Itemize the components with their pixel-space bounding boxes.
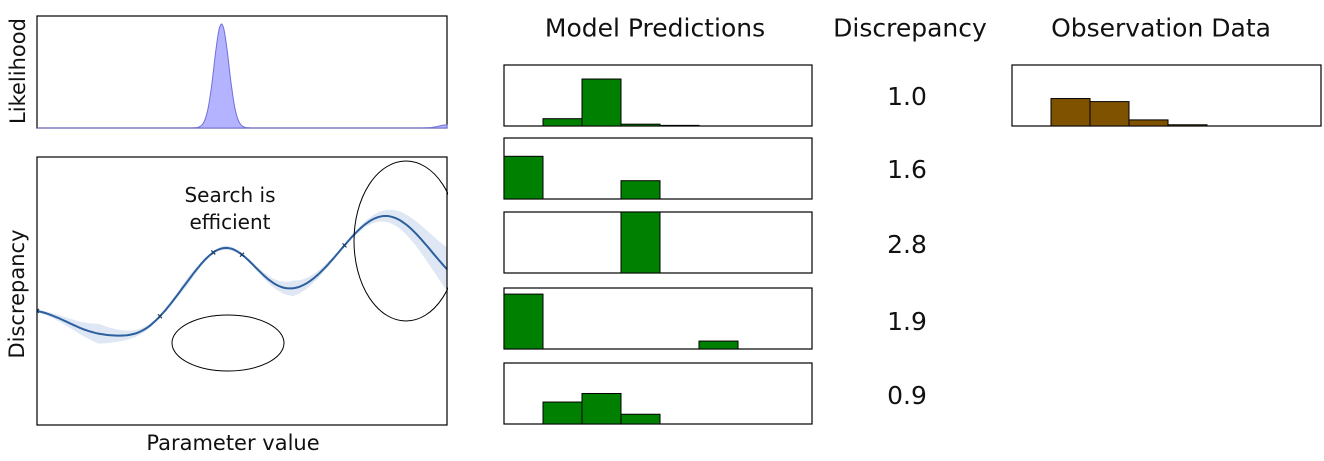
- histogram-bar: [504, 156, 543, 199]
- efficient-region-ellipse: [172, 315, 284, 371]
- histogram-bar: [582, 394, 621, 425]
- histogram-bar: [1129, 120, 1168, 126]
- discrepancy-plot: Search is efficient: [36, 156, 448, 426]
- model-predictions-heading: Model Predictions: [545, 14, 765, 43]
- histogram-bar: [504, 294, 543, 349]
- prediction-histogram: [503, 137, 813, 200]
- discrepancy-value: 1.9: [867, 307, 947, 336]
- histogram-bar: [582, 79, 621, 126]
- prediction-histogram: [503, 64, 813, 127]
- prediction-histogram: [503, 287, 813, 350]
- histogram-bar: [621, 124, 660, 126]
- observation-histogram: [1011, 64, 1322, 127]
- histogram-bar: [660, 125, 699, 126]
- annotation-line-1: Search is: [184, 183, 275, 207]
- histogram-bar: [1168, 125, 1207, 126]
- discrepancy-value: 2.8: [867, 230, 947, 259]
- discrepancy-heading: Discrepancy: [833, 14, 987, 43]
- discrepancy-value: 1.0: [867, 82, 947, 111]
- likelihood-axis-label: Likelihood: [6, 18, 30, 124]
- prediction-histogram: [503, 211, 813, 274]
- discrepancy-value: 1.6: [867, 155, 947, 184]
- histogram-frame: [504, 65, 812, 126]
- histogram-bar: [1051, 99, 1090, 126]
- histogram-bar: [543, 119, 582, 126]
- histogram-bar: [621, 181, 660, 199]
- likelihood-plot: [36, 15, 448, 129]
- histogram-frame: [504, 288, 812, 349]
- observation-data-heading: Observation Data: [1051, 14, 1271, 43]
- prediction-histogram: [503, 362, 813, 425]
- parameter-axis-label: Parameter value: [146, 431, 319, 455]
- histogram-bar: [621, 414, 660, 424]
- histogram-bar: [543, 402, 582, 424]
- discrepancy-axis-label: Discrepancy: [5, 229, 29, 358]
- histogram-bar: [1090, 102, 1129, 126]
- histogram-bar: [699, 341, 738, 349]
- annotation-line-2: efficient: [189, 210, 270, 234]
- discrepancy-value: 0.9: [867, 381, 947, 410]
- histogram-bar: [621, 212, 660, 273]
